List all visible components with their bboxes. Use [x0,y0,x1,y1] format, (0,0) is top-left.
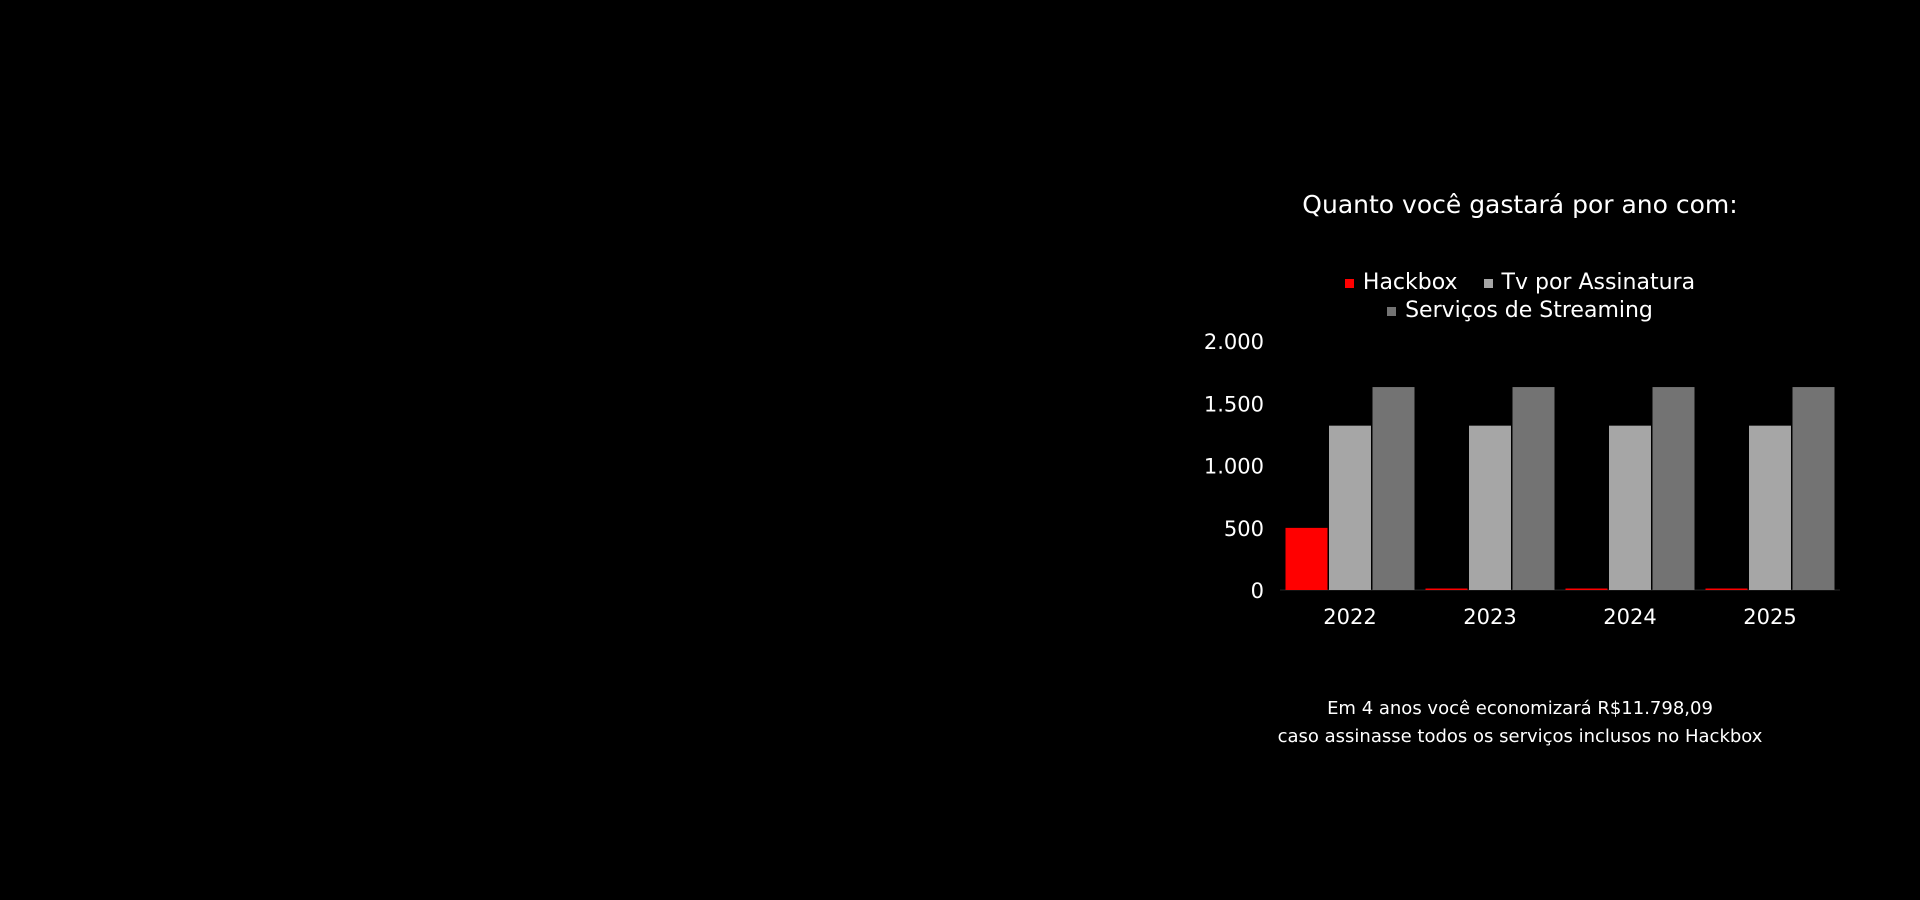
legend-item-servicos-de-streaming: Serviços de Streaming [1387,297,1653,325]
y-tick-label-500: 500 [1224,517,1264,541]
legend-swatch-servicos-de-streaming [1387,306,1397,316]
x-tick-label-2022: 2022 [1323,605,1376,629]
legend-row-top: Hackbox Tv por Assinatura [1220,269,1820,297]
legend-label-tv-por-assinatura: Tv por Assinatura [1501,270,1696,295]
bar-servicos-de-streaming-2025 [1792,387,1835,590]
y-tick-label-1500: 1.500 [1204,392,1264,416]
bar-servicos-de-streaming-2022 [1372,387,1415,590]
bar-tv-por-assinatura-2025 [1749,425,1791,590]
x-tick-label-2023: 2023 [1463,605,1516,629]
chart-legend: Hackbox Tv por Assinatura Serviços de St… [1220,269,1820,325]
bar-tv-por-assinatura-2024 [1609,425,1651,590]
legend-swatch-tv-por-assinatura [1483,278,1493,288]
bar-hackbox-2024 [1565,588,1608,590]
x-tick-label-2025: 2025 [1743,605,1796,629]
legend-item-tv-por-assinatura: Tv por Assinatura [1483,269,1696,297]
y-tick-label-0: 0 [1251,579,1264,603]
legend-swatch-hackbox [1344,278,1354,288]
bar-hackbox-2022 [1285,527,1328,590]
bar-servicos-de-streaming-2024 [1652,387,1695,590]
savings-note-line-2: caso assinasse todos os serviços incluso… [1277,726,1763,747]
x-tick-label-2024: 2024 [1603,605,1656,629]
bar-tv-por-assinatura-2022 [1329,425,1371,590]
y-tick-label-1000: 1.000 [1204,455,1264,479]
savings-note: Em 4 anos você economizará R$11.798,09 c… [1170,695,1870,751]
chart-title: Quanto você gastará por ano com: [1302,190,1738,219]
savings-note-line-1: Em 4 anos você economizará R$11.798,09 [1327,698,1713,719]
bar-tv-por-assinatura-2023 [1469,425,1511,590]
legend-item-hackbox: Hackbox [1344,269,1458,297]
legend-label-hackbox: Hackbox [1362,270,1458,295]
y-tick-label-2000: 2.000 [1204,330,1264,354]
bar-servicos-de-streaming-2023 [1512,387,1555,590]
legend-label-servicos-de-streaming: Serviços de Streaming [1405,298,1653,323]
bar-hackbox-2025 [1705,588,1748,590]
bar-hackbox-2023 [1425,588,1468,590]
legend-row-bottom: Serviços de Streaming [1220,297,1820,325]
